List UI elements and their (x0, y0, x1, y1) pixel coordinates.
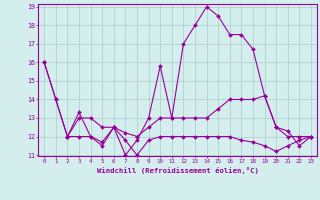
X-axis label: Windchill (Refroidissement éolien,°C): Windchill (Refroidissement éolien,°C) (97, 167, 259, 174)
